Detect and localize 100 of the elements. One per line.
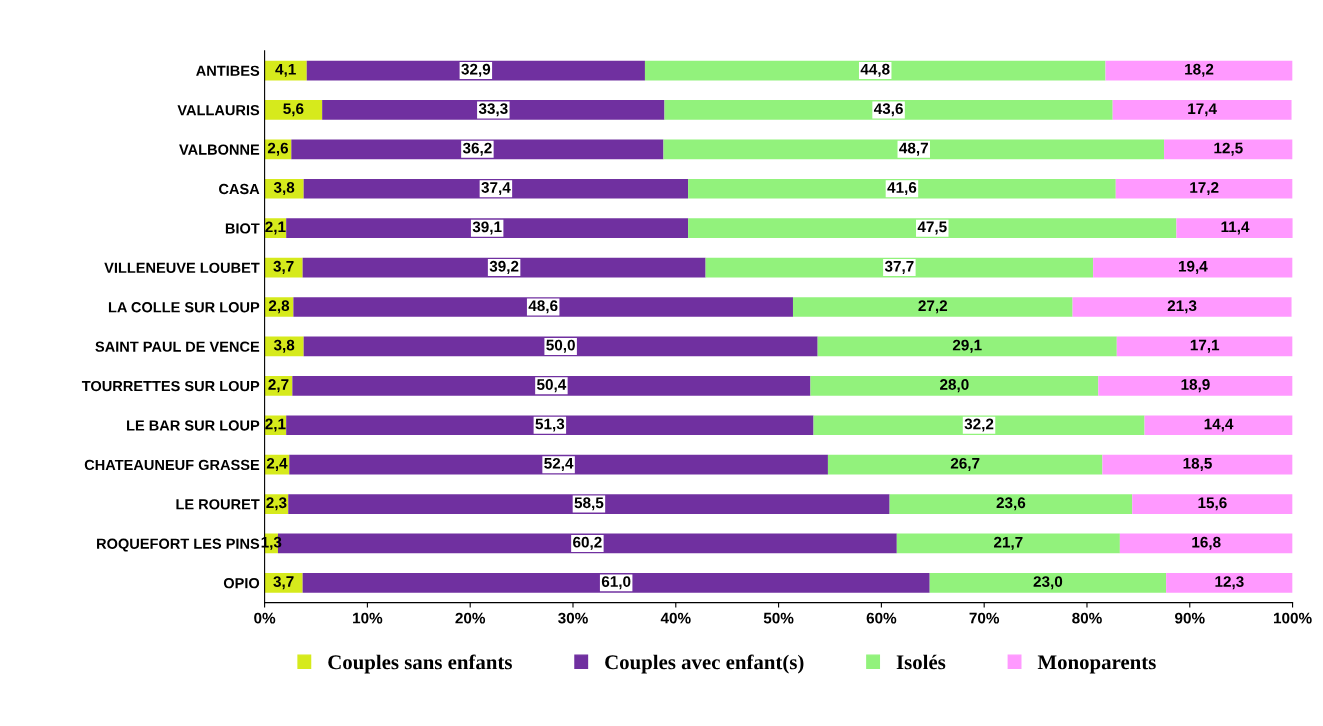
legend-label: Couples sans enfants: [328, 654, 512, 674]
data-label: 26,7: [950, 457, 980, 471]
data-label: 37,4: [481, 182, 511, 196]
bar: [889, 494, 1133, 514]
x-tick-label: 100%: [1274, 612, 1312, 624]
y-tick-label: ANTIBES: [196, 65, 260, 76]
bar: [1072, 297, 1292, 317]
y-tick-label: VILLENEUVE LOUBET: [104, 262, 260, 274]
bar: [810, 375, 1099, 396]
data-label: 17,1: [1190, 339, 1220, 353]
bar: [286, 218, 689, 239]
data-label: 29,1: [952, 339, 982, 353]
data-label: 60,2: [573, 536, 602, 550]
bar: [1176, 218, 1293, 239]
y-tick-label: LA COLLE SUR LOUP: [108, 302, 260, 313]
data-label: 47,5: [917, 221, 947, 235]
legend-label: Isolés: [896, 654, 946, 670]
x-tick-label: 70%: [969, 612, 1000, 624]
bar: [1164, 139, 1293, 160]
bar: [1119, 533, 1293, 554]
data-label: 39,1: [472, 221, 502, 235]
data-label: 37,7: [884, 260, 914, 274]
bar: [705, 257, 1094, 278]
x-tick-label: 80%: [1072, 612, 1102, 624]
data-label: 32,9: [461, 63, 491, 77]
data-label: 41,6: [887, 182, 917, 196]
data-label: 27,2: [918, 300, 948, 314]
bar: [1102, 454, 1293, 475]
bar: [1116, 336, 1293, 357]
data-label: 4,1: [275, 63, 296, 77]
x-tick-label: 0%: [254, 612, 276, 624]
data-label: 12,3: [1215, 576, 1244, 590]
data-label: 33,3: [478, 103, 508, 117]
bar: [813, 415, 1145, 436]
bar: [688, 178, 1116, 199]
y-tick-label: VALBONNE: [179, 144, 260, 155]
y-tick-label: ROQUEFORT LES PINS: [97, 538, 260, 552]
data-label: 39,2: [489, 260, 519, 274]
bar: [293, 297, 793, 317]
bar: [264, 573, 303, 593]
data-label: 19,4: [1178, 260, 1208, 274]
data-label: 15,6: [1198, 497, 1227, 511]
bar: [1105, 60, 1293, 81]
data-label: 43,6: [873, 103, 903, 117]
bar: [303, 336, 818, 357]
data-label: 2,3: [266, 497, 287, 511]
data-label: 58,5: [574, 497, 604, 511]
data-label: 23,0: [1033, 576, 1063, 590]
y-tick-label: LE BAR SUR LOUP: [127, 420, 260, 431]
bar: [1144, 415, 1293, 436]
x-tick-label: 20%: [455, 612, 486, 624]
data-label: 5,6: [283, 103, 304, 117]
bar: [1098, 375, 1293, 396]
bar: [664, 100, 1113, 120]
y-tick-label: BIOT: [225, 223, 260, 234]
bar: [896, 533, 1120, 554]
data-label: 16,8: [1192, 536, 1221, 550]
bar: [303, 178, 689, 199]
legend-label: Monoparents: [1037, 655, 1156, 674]
bar: [292, 375, 811, 396]
bar: [1166, 573, 1293, 593]
y-tick-label: CHATEAUNEUF GRASSE: [84, 459, 260, 471]
legend-label: Couples avec enfant(s): [605, 654, 804, 674]
data-label: 50,0: [546, 339, 575, 353]
data-label: 21,3: [1167, 300, 1197, 314]
data-label: 21,7: [994, 536, 1023, 550]
bar: [644, 60, 1106, 81]
data-label: 17,4: [1188, 103, 1217, 117]
bar: [688, 218, 1177, 239]
y-tick-label: TOURRETTES SUR LOUP: [81, 380, 260, 392]
bar: [288, 494, 890, 514]
x-tick-label: 90%: [1175, 612, 1205, 624]
bar: [1093, 257, 1293, 278]
bar: [817, 336, 1117, 357]
data-label: 61,0: [601, 576, 631, 590]
bar: [286, 415, 814, 436]
data-label: 14,4: [1204, 418, 1234, 432]
bar: [289, 454, 828, 475]
data-label: 18,5: [1183, 457, 1212, 471]
data-label: 52,4: [544, 457, 574, 471]
data-label: 3,8: [273, 182, 295, 196]
data-label: 18,2: [1185, 63, 1214, 77]
data-label: 3,7: [273, 576, 294, 590]
data-label: 23,6: [996, 497, 1026, 511]
bar: [663, 139, 1165, 160]
x-tick-label: 40%: [660, 612, 691, 624]
data-label: 17,2: [1190, 182, 1219, 196]
y-tick-label: CASA: [219, 183, 260, 195]
data-label: 18,9: [1181, 379, 1210, 393]
data-label: 3,8: [273, 339, 295, 353]
data-label: 3,7: [273, 260, 294, 274]
data-label: 44,8: [860, 63, 890, 77]
data-label: 50,4: [537, 379, 567, 393]
data-label: 48,6: [528, 300, 558, 314]
data-label: 12,5: [1214, 142, 1243, 156]
data-label: 11,4: [1221, 221, 1250, 235]
data-label: 2,4: [266, 457, 288, 471]
bar: [1112, 100, 1292, 120]
y-tick-label: OPIO: [223, 577, 260, 589]
data-label: 48,7: [899, 142, 928, 156]
